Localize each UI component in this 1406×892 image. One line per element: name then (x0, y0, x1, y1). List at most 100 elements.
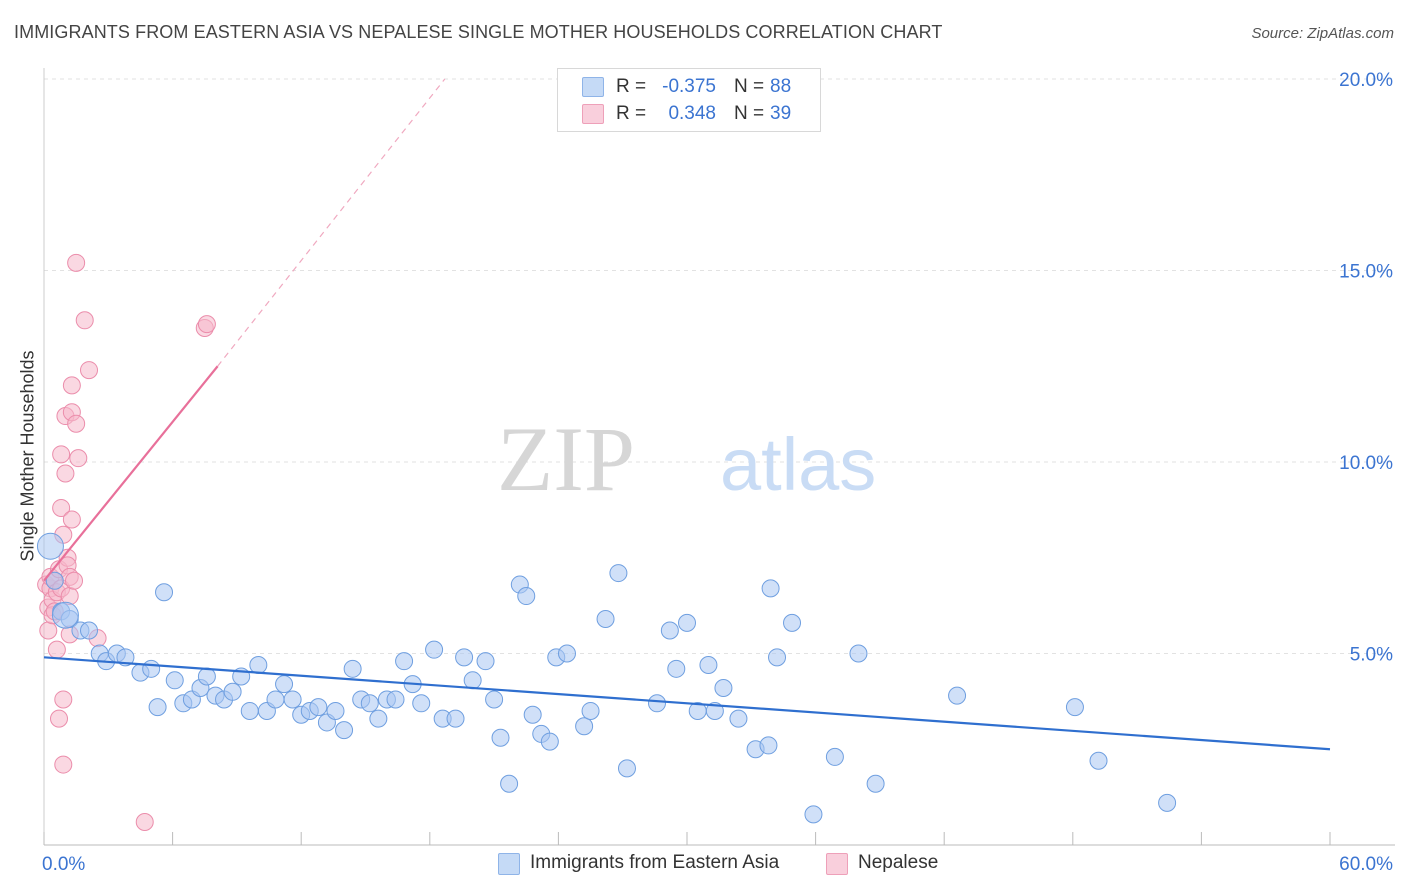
x-tick-label: 0.0% (42, 854, 85, 875)
data-point-eastern-asia (667, 659, 686, 678)
grid-lines (44, 78, 1395, 654)
legend-row-eastern-asia: R = -0.375 N = 88 (558, 74, 820, 100)
legend-row-nepalese: R = 0.348 N = 39 (558, 101, 820, 127)
data-point-nepalese (69, 449, 88, 468)
trend-line-eastern-asia (43, 656, 1331, 751)
chart-title: IMMIGRANTS FROM EASTERN ASIA VS NEPALESE… (14, 22, 943, 42)
trend-lines (43, 78, 1331, 751)
data-point-eastern-asia (714, 678, 733, 697)
y-tick-label: 10.0% (1339, 453, 1393, 474)
bottom-legend-label: Nepalese (858, 852, 939, 873)
data-point-eastern-asia (849, 644, 868, 663)
data-point-eastern-asia (266, 690, 285, 709)
data-point-eastern-asia (335, 721, 354, 740)
data-point-eastern-asia (197, 667, 216, 686)
data-point-eastern-asia (369, 709, 388, 728)
data-point-eastern-asia (386, 690, 405, 709)
data-point-eastern-asia (309, 698, 328, 717)
data-point-eastern-asia (523, 705, 542, 724)
legend-swatch-pink (582, 104, 604, 124)
data-point-eastern-asia (705, 701, 724, 720)
data-point-nepalese (56, 464, 75, 483)
data-point-eastern-asia (223, 682, 242, 701)
data-point-nepalese (47, 640, 66, 659)
legend-swatch-blue (582, 77, 604, 97)
data-point-eastern-asia (596, 610, 615, 629)
bottom-legend-swatch-blue (498, 853, 520, 875)
data-point-eastern-asia (768, 648, 787, 667)
y-tick-label: 15.0% (1339, 262, 1393, 283)
data-point-eastern-asia (761, 579, 780, 598)
bottom-legend-label: Immigrants from Eastern Asia (530, 852, 780, 873)
correlation-legend: R = -0.375 N = 88 R = 0.348 N = 39 (557, 68, 821, 132)
legend-n-value: 39 (770, 103, 792, 124)
data-point-eastern-asia (343, 659, 362, 678)
trend-line-nepalese (43, 365, 219, 582)
data-point-eastern-asia (446, 709, 465, 728)
data-point-nepalese (67, 253, 86, 272)
data-point-eastern-asia (51, 601, 79, 629)
data-point-nepalese (54, 755, 73, 774)
data-point-eastern-asia (240, 701, 259, 720)
data-point-eastern-asia (249, 655, 268, 674)
legend-n-value: 88 (770, 76, 792, 97)
data-point-nepalese (67, 414, 86, 433)
data-point-eastern-asia (581, 701, 600, 720)
legend-n-label: N = (734, 76, 765, 97)
data-point-eastern-asia (476, 652, 495, 671)
data-point-eastern-asia (557, 644, 576, 663)
watermark-atlas: atlas (720, 423, 876, 506)
data-point-eastern-asia (783, 613, 802, 632)
watermark: ZIP atlas (497, 408, 876, 510)
data-point-eastern-asia (155, 583, 174, 602)
data-point-eastern-asia (395, 652, 414, 671)
source-label: Source: ZipAtlas.com (1251, 25, 1394, 42)
data-point-eastern-asia (455, 648, 474, 667)
data-point-eastern-asia (36, 532, 64, 560)
data-point-nepalese (52, 445, 71, 464)
y-tick-label: 20.0% (1339, 70, 1393, 91)
data-point-eastern-asia (517, 587, 536, 606)
data-point-eastern-asia (609, 564, 628, 583)
data-point-eastern-asia (485, 690, 504, 709)
legend-r-label: R = (616, 103, 647, 124)
data-point-eastern-asia (1158, 793, 1177, 812)
data-point-eastern-asia (491, 728, 510, 747)
data-point-eastern-asia (80, 621, 99, 640)
eastern-asia-points (36, 532, 1177, 824)
data-point-eastern-asia (647, 694, 666, 713)
data-point-eastern-asia (678, 613, 696, 632)
data-point-nepalese (50, 709, 69, 728)
data-point-nepalese (197, 315, 216, 334)
data-point-eastern-asia (116, 648, 135, 667)
data-point-eastern-asia (412, 694, 431, 713)
y-tick-labels: 5.0% 10.0% 15.0% 20.0% (1339, 70, 1393, 666)
legend-n-label: N = (734, 103, 765, 124)
y-axis-label: Single Mother Households (17, 350, 38, 562)
data-point-eastern-asia (283, 690, 302, 709)
data-point-eastern-asia (575, 717, 594, 736)
data-point-eastern-asia (500, 774, 519, 793)
data-point-eastern-asia (275, 675, 294, 694)
data-point-eastern-asia (825, 747, 844, 766)
legend-r-value: 0.348 (668, 103, 716, 124)
legend-r-label: R = (616, 76, 647, 97)
data-point-nepalese (62, 376, 81, 395)
data-point-eastern-asia (142, 659, 161, 678)
data-point-eastern-asia (804, 805, 823, 824)
data-point-nepalese (62, 510, 81, 529)
data-point-eastern-asia (948, 686, 967, 705)
data-point-eastern-asia (148, 698, 167, 717)
data-point-eastern-asia (1089, 751, 1108, 770)
data-point-eastern-asia (617, 759, 636, 778)
x-tick-label: 60.0% (1339, 854, 1393, 875)
data-point-eastern-asia (729, 709, 748, 728)
y-tick-label: 5.0% (1350, 645, 1393, 666)
data-point-eastern-asia (463, 671, 482, 690)
data-point-eastern-asia (660, 621, 679, 640)
data-point-eastern-asia (759, 736, 778, 755)
data-point-eastern-asia (425, 640, 444, 659)
nepalese-points (37, 253, 216, 832)
data-point-nepalese (39, 621, 58, 640)
